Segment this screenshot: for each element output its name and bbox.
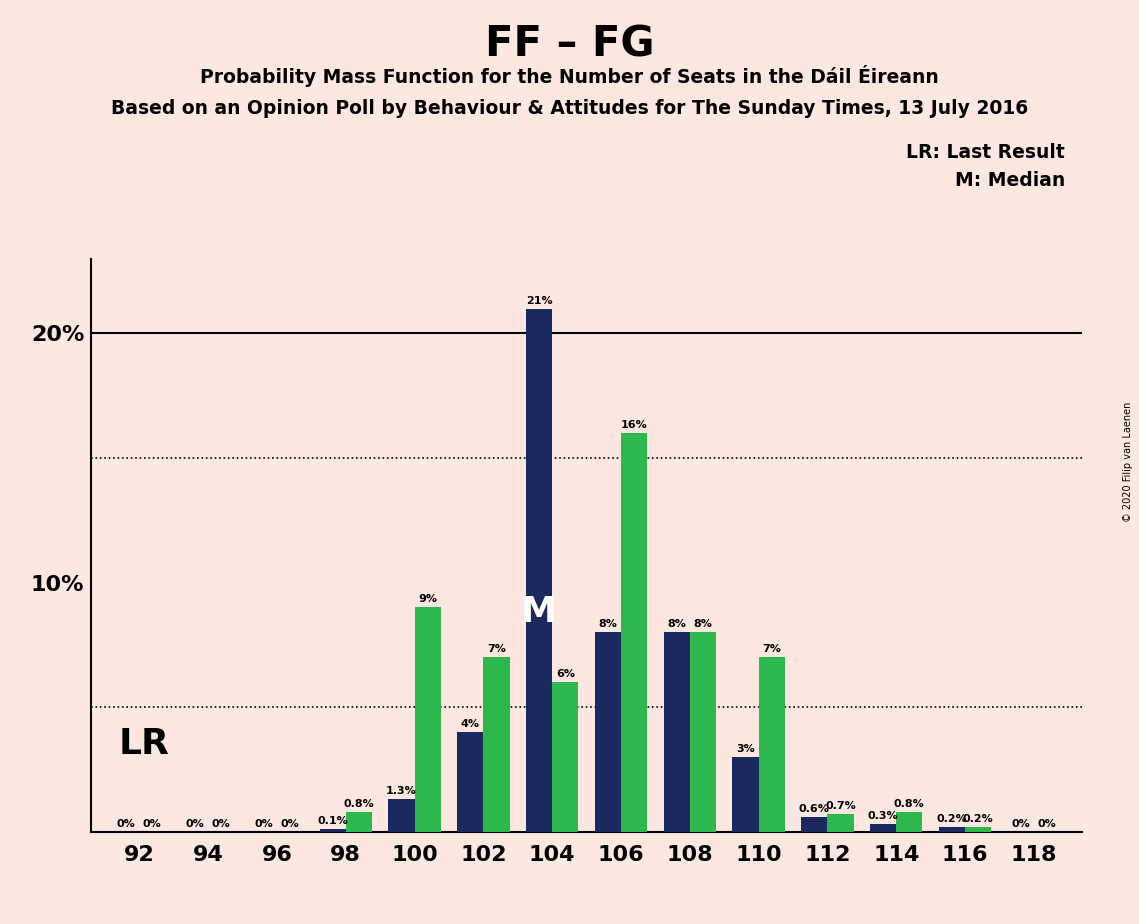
Text: FF – FG: FF – FG (485, 23, 654, 65)
Text: LR: LR (118, 727, 170, 761)
Bar (320, 829, 346, 832)
Text: 4%: 4% (461, 719, 480, 729)
Text: 0%: 0% (254, 819, 273, 829)
Text: 6%: 6% (556, 669, 575, 679)
Bar (483, 657, 509, 832)
Bar (939, 827, 965, 832)
Bar (827, 814, 853, 832)
Text: 0.8%: 0.8% (894, 798, 925, 808)
Text: LR: Last Result: LR: Last Result (907, 143, 1065, 163)
Text: 0%: 0% (117, 819, 136, 829)
Bar (664, 632, 690, 832)
Text: 0.3%: 0.3% (868, 811, 899, 821)
Bar (870, 824, 896, 832)
Bar (732, 757, 759, 832)
Text: 0.7%: 0.7% (825, 801, 855, 811)
Text: 8%: 8% (598, 619, 617, 629)
Bar (621, 433, 647, 832)
Text: 7%: 7% (762, 644, 781, 654)
Bar (415, 607, 441, 832)
Text: 0.8%: 0.8% (344, 798, 375, 808)
Text: M: M (522, 595, 557, 629)
Text: 8%: 8% (694, 619, 712, 629)
Text: 1.3%: 1.3% (386, 786, 417, 796)
Text: 0%: 0% (1011, 819, 1030, 829)
Text: © 2020 Filip van Laenen: © 2020 Filip van Laenen (1123, 402, 1133, 522)
Bar (595, 632, 621, 832)
Bar (552, 682, 579, 832)
Bar (759, 657, 785, 832)
Text: 0%: 0% (186, 819, 204, 829)
Text: 9%: 9% (418, 594, 437, 604)
Text: 7%: 7% (487, 644, 506, 654)
Bar (690, 632, 716, 832)
Text: 0.1%: 0.1% (318, 816, 349, 826)
Bar (388, 799, 415, 832)
Text: 0.2%: 0.2% (936, 814, 967, 823)
Bar (896, 811, 923, 832)
Text: 16%: 16% (621, 420, 647, 430)
Text: Based on an Opinion Poll by Behaviour & Attitudes for The Sunday Times, 13 July : Based on an Opinion Poll by Behaviour & … (110, 99, 1029, 118)
Text: 21%: 21% (526, 296, 552, 306)
Text: M: Median: M: Median (954, 171, 1065, 190)
Bar (346, 811, 371, 832)
Bar (802, 817, 827, 832)
Bar (526, 309, 552, 832)
Text: 0%: 0% (212, 819, 230, 829)
Text: Probability Mass Function for the Number of Seats in the Dáil Éireann: Probability Mass Function for the Number… (200, 65, 939, 87)
Bar (457, 732, 483, 832)
Text: 0.6%: 0.6% (798, 804, 830, 814)
Text: 0%: 0% (280, 819, 300, 829)
Text: 0.2%: 0.2% (962, 814, 993, 823)
Text: 8%: 8% (667, 619, 686, 629)
Text: 0%: 0% (144, 819, 162, 829)
Text: 0%: 0% (1038, 819, 1056, 829)
Bar (965, 827, 991, 832)
Text: 3%: 3% (736, 744, 755, 754)
